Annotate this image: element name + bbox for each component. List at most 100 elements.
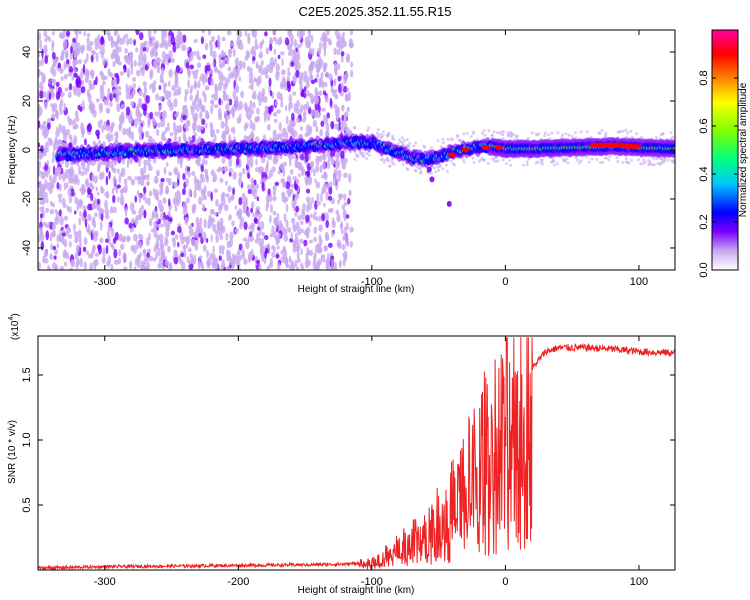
heatmap-noise-cell <box>125 33 129 40</box>
heatmap-noise-cell <box>229 71 234 79</box>
heatmap-noise-cell <box>152 118 156 127</box>
heatmap-noise-cell <box>65 59 70 65</box>
heatmap-noise-cell <box>167 138 172 143</box>
heatmap-noise-cell <box>316 201 321 206</box>
heatmap-noise-cell <box>209 48 213 57</box>
heatmap-noise-cell <box>334 66 338 75</box>
heatmap-noise-cell <box>275 238 279 246</box>
heatmap-noise-cell <box>605 156 609 160</box>
heatmap-noise-cell <box>277 169 281 175</box>
heatmap-noise-cell <box>256 259 261 265</box>
heatmap-noise-cell <box>164 90 170 100</box>
heatmap-noise-cell <box>455 135 459 139</box>
heatmap-noise-cell <box>332 89 336 98</box>
heatmap-noise-cell <box>61 172 66 182</box>
heatmap-noise-cell <box>192 121 197 132</box>
heatmap-noise-cell <box>278 232 281 239</box>
heatmap-noise-cell <box>142 265 146 270</box>
heatmap-noise-cell <box>265 194 271 203</box>
heatmap-noise-cell <box>232 187 235 196</box>
heatmap-noise-cell <box>133 233 138 242</box>
heatmap-noise-cell <box>312 213 316 220</box>
heatmap-noise-cell <box>58 32 64 39</box>
heatmap-noise-cell <box>254 210 260 218</box>
heatmap-noise-cell <box>128 222 133 229</box>
heatmap-noise-cell <box>322 40 325 50</box>
heatmap-noise-cell <box>323 63 327 72</box>
heatmap-noise-cell <box>39 213 43 218</box>
heatmap-noise-cell <box>242 205 247 214</box>
heatmap-noise-cell <box>211 98 215 107</box>
heatmap-noise-cell <box>129 260 133 270</box>
heatmap-noise-cell <box>143 58 147 65</box>
heatmap-noise-cell <box>92 259 98 267</box>
heatmap-noise-cell <box>315 91 321 96</box>
heatmap-noise-cell <box>50 66 54 74</box>
heatmap-noise-cell <box>132 82 137 89</box>
heatmap-noise-cell <box>652 163 656 167</box>
heatmap-noise-cell <box>405 144 409 148</box>
heatmap-noise-cell <box>286 76 290 82</box>
heatmap-noise-cell <box>158 85 162 90</box>
heatmap-noise-cell <box>98 207 103 213</box>
heatmap-noise-cell <box>73 88 78 96</box>
heatmap-noise-cell <box>278 121 282 132</box>
heatmap-noise-cell <box>214 229 218 235</box>
heatmap-noise-cell <box>261 231 266 237</box>
heatmap-noise-cell <box>412 144 416 148</box>
heatmap-noise-cell <box>285 115 289 125</box>
heatmap-noise-cell <box>177 30 181 38</box>
heatmap-noise-cell <box>271 244 275 250</box>
heatmap-noise-cell <box>182 106 187 111</box>
heatmap-noise-cell <box>177 226 182 234</box>
heatmap-noise-cell <box>38 151 43 160</box>
heatmap-noise-cell <box>254 188 258 194</box>
heatmap-noise-cell <box>202 54 207 59</box>
heatmap-noise-cell <box>243 221 248 231</box>
heatmap-noise-cell <box>49 208 55 215</box>
heatmap-noise-cell <box>44 170 49 178</box>
heatmap-noise-cell <box>295 205 300 213</box>
heatmap-noise-cell <box>101 256 106 264</box>
heatmap-noise-cell <box>165 229 170 238</box>
heatmap-noise-cell <box>334 123 340 130</box>
heatmap-noise-cell <box>139 167 145 176</box>
heatmap-noise-cell <box>136 254 140 262</box>
heatmap-noise-cell <box>134 195 138 203</box>
heatmap-noise-cell <box>51 31 55 36</box>
heatmap-noise-cell <box>95 186 99 192</box>
heatmap-noise-cell <box>107 136 111 143</box>
heatmap-noise-cell <box>204 159 208 166</box>
heatmap-noise-cell <box>206 257 212 267</box>
heatmap-noise-cell <box>194 242 199 251</box>
heatmap-noise-cell <box>153 229 158 238</box>
colorbar-tick-label: 0.8 <box>698 70 710 85</box>
heatmap-noise-cell <box>203 218 207 229</box>
heatmap-noise-cell <box>413 168 417 172</box>
bottom-x-tick-label: -100 <box>361 576 383 588</box>
heatmap-noise-cell <box>253 76 257 83</box>
heatmap-noise-cell <box>193 51 197 56</box>
heatmap-noise-cell <box>501 158 505 162</box>
heatmap-noise-cell <box>293 39 298 48</box>
heatmap-signal-track <box>55 133 675 207</box>
heatmap-noise-cell <box>260 156 266 164</box>
heatmap-noise-cell <box>392 162 396 166</box>
heatmap-noise-cell <box>182 131 186 140</box>
heatmap-noise-cell <box>203 194 207 201</box>
heatmap-noise-cell <box>91 184 95 190</box>
heatmap-noise-cell <box>89 69 95 77</box>
heatmap-noise-cell <box>51 51 56 60</box>
heatmap-noise-cell <box>81 79 85 86</box>
heatmap-noise-cell <box>501 137 505 141</box>
heatmap-noise-cell <box>132 77 137 83</box>
heatmap-noise-cell <box>272 112 276 117</box>
heatmap-noise-cell <box>381 133 385 137</box>
heatmap-noise-cell <box>555 162 559 166</box>
heatmap-noise-cell <box>422 144 426 148</box>
heatmap-noise-cell <box>167 98 172 108</box>
heatmap-noise-cell <box>96 191 100 196</box>
heatmap-noise-cell <box>174 192 179 201</box>
heatmap-noise-cell <box>73 179 78 185</box>
heatmap-noise-cell <box>134 176 138 181</box>
